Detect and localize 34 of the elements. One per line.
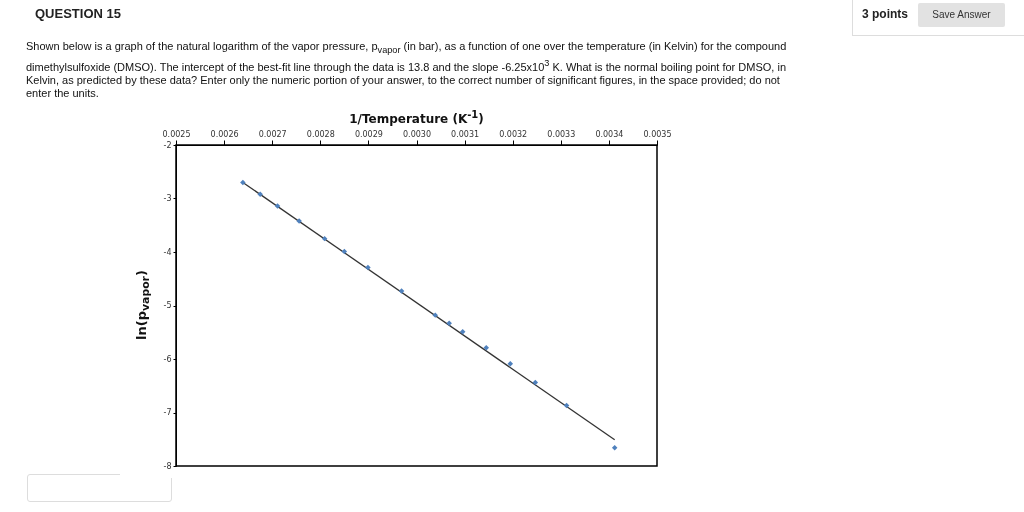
x-tick-label: 0.0025 (162, 129, 191, 139)
chart-title: QUESTION 15 (35, 6, 121, 21)
point (611, 445, 618, 451)
y-tick-label: -5 (163, 301, 172, 310)
x-tick-label: 0.0034 (595, 129, 624, 139)
point (398, 288, 405, 294)
y-tick-label: -6 (163, 354, 172, 364)
point (483, 345, 489, 351)
y-tick-label: -2 (163, 140, 172, 150)
point (459, 328, 466, 335)
text: 3 points (862, 7, 909, 21)
point (365, 264, 371, 271)
text: Save Answer (918, 3, 1005, 27)
y-tick-label: -7 (163, 408, 172, 417)
text: Shown below is a graph of the natural logarithm of the vapor pressure, p$_{vapor}$ (in bar), as a function of one over the temperature (in Kelvin) for the compound dimethylsulfoxide (DMSO). The intercept of the best-fit line through the data is 13.8 and the slope -6.25x10$^{3}$ K. What is the normal boiling point for DMSO, in Kelvin, as predicted by these data? Enter only the numeric portion of your answer, to the correct number of significant figures, in the space provided; do not enter the units. (26, 40, 788, 100)
y-tick-label: -8 (163, 461, 172, 471)
y-tick-label: -4 (163, 247, 172, 257)
x-tick-label: 0.0030 (403, 129, 431, 139)
x-tick-label: 0.0029 (354, 129, 383, 139)
x-tick-label: 0.0032 (499, 129, 528, 139)
y-tick-label: -3 (163, 194, 172, 203)
point (432, 312, 438, 318)
point (257, 191, 263, 197)
x-tick-label: 0.0033 (547, 129, 576, 139)
x-tick-label: 0.0031 (451, 129, 480, 139)
point (240, 179, 246, 186)
x-tick-label: 0.0028 (306, 129, 335, 139)
point (507, 361, 514, 367)
x-axis-title: 1/Temperature (K$^{-1}$) (348, 109, 485, 126)
x-tick-label: 0.0027 (258, 129, 287, 139)
x-tick-label: 0.0026 (210, 129, 239, 139)
x-tick-label: 0.0035 (643, 129, 672, 139)
point (274, 203, 281, 209)
point (446, 320, 452, 326)
